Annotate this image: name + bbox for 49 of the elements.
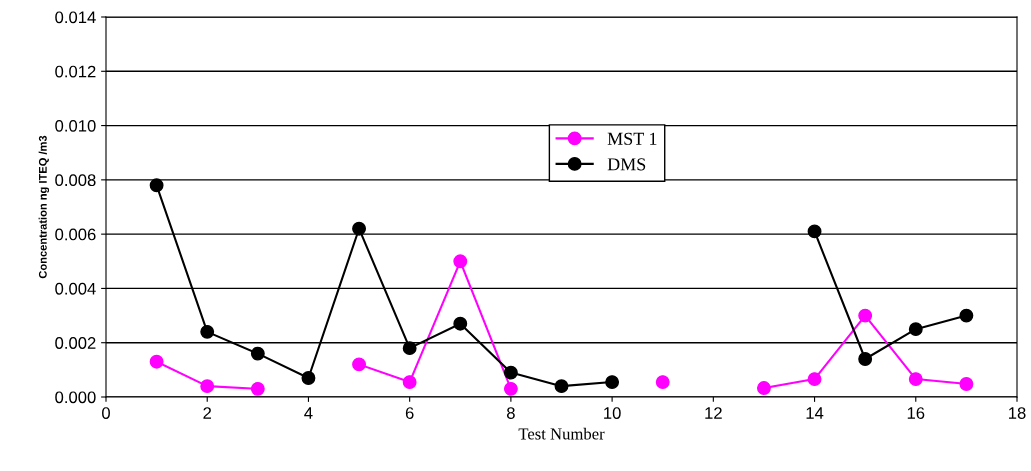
x-tick-label: 16 xyxy=(907,407,925,419)
x-tick-label: 0 xyxy=(102,407,110,419)
point xyxy=(250,346,265,361)
point xyxy=(503,365,518,380)
x-tick-label: 12 xyxy=(705,407,722,419)
point xyxy=(352,357,367,372)
point xyxy=(756,381,771,395)
x-tick-label: 4 xyxy=(304,407,313,419)
point xyxy=(807,224,822,239)
y-tick-label: 0.002 xyxy=(55,337,96,349)
point xyxy=(200,379,215,394)
point xyxy=(352,221,367,236)
x-axis-title: Test Number xyxy=(518,427,605,440)
legend-label: DMS xyxy=(607,158,646,171)
point xyxy=(200,324,215,339)
point xyxy=(858,308,873,323)
y-tick-label: 0.012 xyxy=(55,65,96,78)
y-tick-label: 0.006 xyxy=(55,228,96,241)
x-tick-label: 2 xyxy=(203,407,212,419)
point xyxy=(149,178,164,193)
point xyxy=(301,371,316,385)
x-tick-label: 10 xyxy=(604,407,621,419)
point xyxy=(453,254,468,269)
point xyxy=(807,372,822,387)
point xyxy=(908,372,923,387)
x-tick-label: 14 xyxy=(806,407,824,419)
point xyxy=(402,375,417,390)
point xyxy=(402,341,417,356)
y-axis-title: Concentration ng ITEQ /m3 xyxy=(38,135,50,279)
point xyxy=(453,316,468,331)
point xyxy=(605,375,620,390)
y-tick-label: 0.004 xyxy=(55,282,96,295)
point xyxy=(149,354,164,369)
point xyxy=(858,352,873,366)
point xyxy=(503,381,518,396)
y-tick-label: 0.010 xyxy=(55,119,96,132)
point xyxy=(959,377,974,391)
point xyxy=(959,308,974,323)
point xyxy=(554,379,569,394)
x-tick-label: 8 xyxy=(506,407,515,419)
y-tick-label: 0.000 xyxy=(55,391,96,404)
y-tick-label: 0.008 xyxy=(55,174,96,187)
x-tick-label: 18 xyxy=(1009,407,1026,419)
point xyxy=(908,322,923,337)
point xyxy=(250,381,265,396)
x-tick-label: 6 xyxy=(405,407,414,419)
legend-label: MST 1 xyxy=(607,132,657,145)
point xyxy=(655,375,670,390)
y-tick-label: 0.014 xyxy=(55,11,96,24)
